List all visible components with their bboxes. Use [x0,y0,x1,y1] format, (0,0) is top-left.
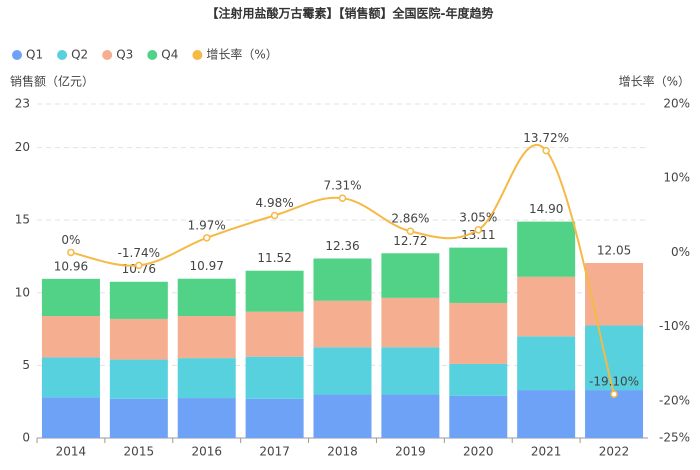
growth-point [202,234,211,242]
bar-segment [177,358,236,399]
total-label: 12.36 [325,239,359,253]
x-tick-label: 2018 [327,445,358,459]
y2-tick-label: 20% [663,97,690,111]
legend-label: Q3 [116,48,133,62]
y-tick-label: 10 [15,285,30,299]
bar-segment [381,297,440,348]
bar-segment [245,356,304,399]
bar-segment [313,347,372,395]
bar-segment [449,363,508,396]
bar-segment [449,302,508,364]
growth-label: 2.86% [391,212,429,226]
bar-segment [41,357,100,398]
total-label: 12.72 [393,234,427,248]
bar-segment [585,390,644,438]
legend-swatch [147,50,158,60]
bar-segment [381,253,440,298]
bar-segment [313,394,372,438]
bar-segment [109,281,168,319]
growth-label: 13.72% [523,131,569,145]
bar-segment [517,221,576,277]
legend-label: Q4 [161,48,178,62]
bar-segment [109,398,168,438]
bar-segment [517,276,576,337]
growth-label: -1.74% [118,246,160,260]
y-tick-label: 20 [15,140,30,154]
bar-segment [449,247,508,303]
bar-segment [245,398,304,438]
bar-segment [245,270,304,312]
bar-segment [313,258,372,301]
y2-tick-label: -20% [659,393,690,407]
bar-segment [517,336,576,391]
bar-segment [585,263,644,326]
x-tick-label: 2020 [463,445,494,459]
total-label: 10.96 [54,259,88,273]
bar-segment [381,347,440,395]
x-tick-label: 2014 [56,445,87,459]
bar-segment [449,395,508,438]
growth-label: 1.97% [188,218,226,232]
bar-segment [517,390,576,438]
growth-line [70,144,616,395]
y-tick-label: 5 [22,358,30,372]
bar-segment [41,278,100,317]
y2-tick-label: 10% [663,171,690,185]
growth-point [135,261,143,270]
growth-label: 3.05% [459,210,497,224]
y-tick-label: 15 [15,213,30,227]
growth-point [67,248,75,257]
y2-tick-label: 0% [671,245,690,259]
bar-segment [41,397,100,438]
growth-label: 4.98% [256,196,294,210]
total-label: 11.52 [257,251,291,265]
x-tick-label: 2017 [259,445,290,459]
y-tick-label: 23 [15,97,30,111]
y-tick-label: 0 [22,431,30,445]
total-label: 14.90 [529,202,563,216]
y2-tick-label: -25% [659,431,690,445]
legend-swatch [102,50,113,60]
total-label: 13.11 [461,228,495,242]
x-tick-label: 2016 [191,445,222,459]
bar-segment [109,318,168,360]
legend-label: Q2 [71,48,88,62]
growth-point [406,227,415,235]
bar-segment [177,316,236,359]
growth-label: 0% [61,233,80,247]
chart-title: 【注射用盐酸万古霉素】【销售额】全国医院-年度趋势 [207,6,494,21]
legend-swatch [192,50,203,60]
bar-segment [245,311,304,357]
bar-segment [313,300,372,348]
growth-point [270,211,279,220]
x-tick-label: 2022 [599,445,630,459]
x-tick-label: 2021 [531,445,562,459]
growth-point [474,226,483,234]
growth-label: -19.10% [589,375,639,389]
bar-segment [177,278,236,317]
y2-axis-title: 增长率（%） [619,74,690,89]
legend-swatch [12,50,22,60]
bar-segment [41,316,100,358]
growth-point [610,390,618,398]
x-tick-label: 2019 [395,445,426,459]
legend-swatch [57,50,68,60]
x-tick-label: 2015 [124,445,155,459]
total-label: 10.97 [190,259,224,273]
bar-segment [109,359,168,399]
legend-label: 增长率（%） [206,47,277,62]
bar-segment [585,325,644,391]
legend-label: Q1 [26,48,43,62]
y2-tick-label: -10% [659,319,690,333]
bar-segment [177,398,236,438]
bar-segment [381,394,440,438]
growth-point [338,194,347,202]
growth-label: 7.31% [323,179,361,193]
y-axis-title: 销售额（亿元） [10,74,94,89]
growth-point [542,146,550,155]
total-label: 12.05 [597,244,631,258]
